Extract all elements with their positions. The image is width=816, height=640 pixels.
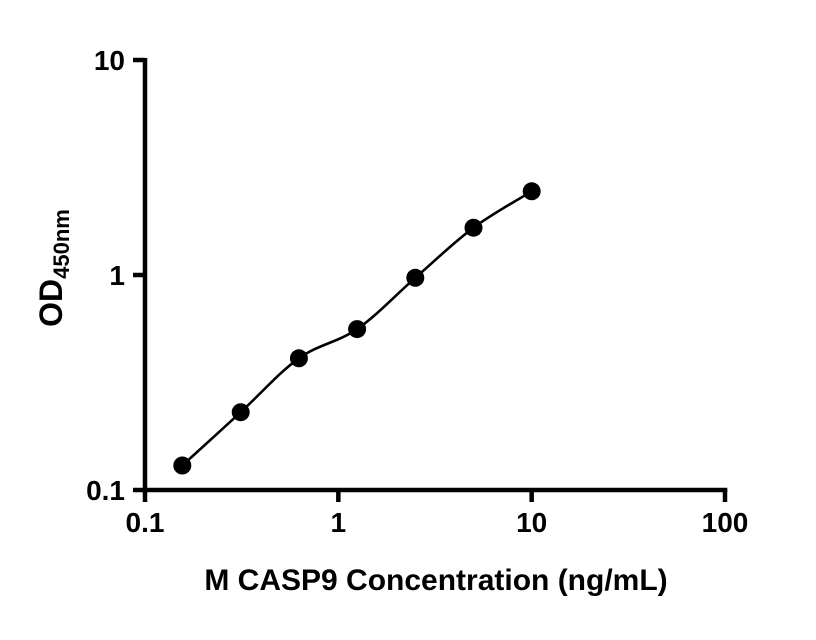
data-point — [231, 403, 250, 422]
data-point — [406, 268, 425, 287]
data-point — [522, 182, 541, 201]
x-tick-label: 0.1 — [126, 507, 165, 538]
y-axis-label-subscript: 450nm — [49, 209, 74, 279]
x-tick-label: 100 — [702, 507, 749, 538]
x-tick-label: 1 — [331, 507, 347, 538]
y-tick-label: 10 — [94, 45, 125, 76]
data-point — [464, 218, 483, 237]
x-tick-label: 10 — [516, 507, 547, 538]
y-tick-label: 1 — [109, 260, 125, 291]
data-point — [289, 349, 308, 368]
y-tick-label: 0.1 — [86, 475, 125, 506]
y-axis-label-main: OD — [33, 279, 69, 327]
y-axis-label: OD450nm — [33, 209, 74, 327]
data-point — [348, 320, 367, 339]
x-axis-label: M CASP9 Concentration (ng/mL) — [204, 564, 667, 597]
plot-area: 0.1 1 10 100 0.1 1 10 — [86, 45, 748, 538]
data-point — [173, 456, 192, 475]
